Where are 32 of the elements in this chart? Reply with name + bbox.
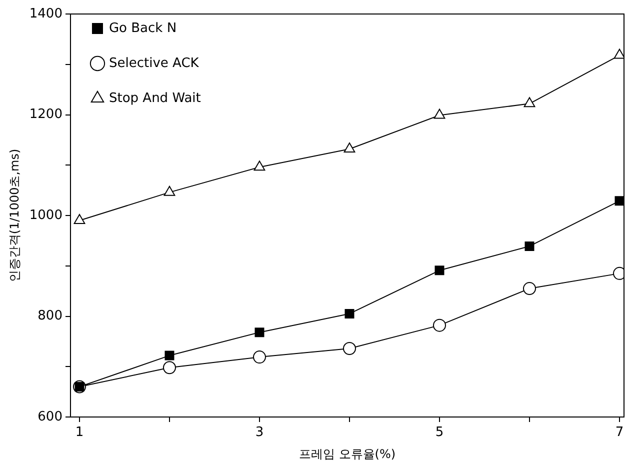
point <box>524 241 534 251</box>
legend-label: Stop And Wait <box>108 90 201 106</box>
point <box>344 308 354 318</box>
y-tick-label: 1000 <box>29 208 62 223</box>
y-tick-label: 1400 <box>29 6 62 22</box>
point <box>74 214 86 224</box>
point <box>614 48 624 59</box>
y-tick-label: 600 <box>38 409 62 424</box>
x-axis-title: 프레임 오류율(%) <box>298 446 396 461</box>
point <box>344 142 356 153</box>
point <box>614 196 624 206</box>
x-tick-label: 1 <box>75 425 84 440</box>
point <box>164 350 174 360</box>
point <box>434 266 444 276</box>
point <box>432 318 446 332</box>
point <box>252 350 266 364</box>
x-tick-label: 7 <box>615 425 624 440</box>
point <box>164 186 176 196</box>
y-tick-label: 800 <box>38 308 62 324</box>
point <box>342 342 356 355</box>
point <box>522 282 536 296</box>
point <box>254 160 266 171</box>
point <box>434 108 446 119</box>
legend-label: Selective ACK <box>108 56 200 71</box>
y-axis-title: 인증간격(1/1000초,ms) <box>7 148 22 282</box>
point <box>254 328 264 338</box>
x-tick-label: 3 <box>255 425 264 440</box>
legend-label: Go Back N <box>108 20 177 36</box>
point <box>524 97 536 108</box>
point <box>162 361 176 374</box>
x-tick-label: 5 <box>435 425 444 440</box>
y-tick-label: 1200 <box>29 107 62 122</box>
